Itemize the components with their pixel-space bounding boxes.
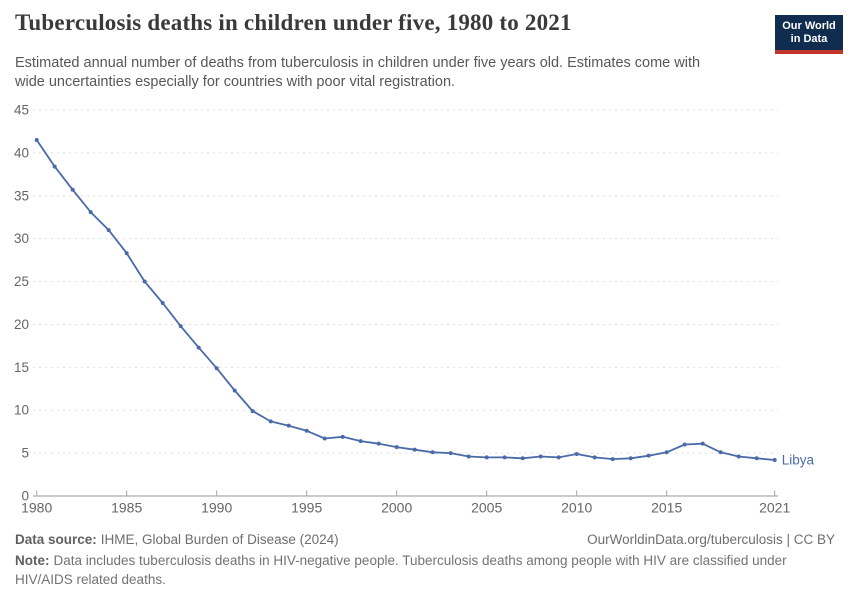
x-axis-tick-label: 2015 xyxy=(651,500,682,516)
data-point[interactable] xyxy=(574,451,579,456)
data-point[interactable] xyxy=(70,187,75,192)
x-axis-tick-label: 1985 xyxy=(111,500,142,516)
attribution-link[interactable]: OurWorldinData.org/tuberculosis | CC BY xyxy=(587,532,835,547)
data-point[interactable] xyxy=(52,164,57,169)
chart-subtitle: Estimated annual number of deaths from t… xyxy=(15,55,701,91)
owid-logo[interactable]: Our World in Data xyxy=(775,15,843,55)
data-point[interactable] xyxy=(88,210,93,215)
data-point[interactable] xyxy=(628,456,633,461)
data-point[interactable] xyxy=(466,454,471,459)
data-point[interactable] xyxy=(718,450,723,455)
data-point[interactable] xyxy=(340,434,345,439)
x-axis-tick-label: 1980 xyxy=(21,500,52,516)
y-axis-tick-label: 5 xyxy=(21,446,29,461)
data-point[interactable] xyxy=(250,409,255,414)
data-point[interactable] xyxy=(430,450,435,455)
data-point[interactable] xyxy=(700,441,705,446)
owid-logo-line1: Our World xyxy=(782,20,836,32)
x-axis-tick-label: 2021 xyxy=(759,500,790,516)
data-point[interactable] xyxy=(484,455,489,460)
data-point[interactable] xyxy=(322,436,327,441)
page-title: Tuberculosis deaths in children under fi… xyxy=(15,10,572,35)
line-chart: 0 5 10 15 20 25 30 35 40 45 1980 1985 1990 1995 2000 20… xyxy=(14,103,815,516)
data-point[interactable] xyxy=(214,366,219,371)
data-point[interactable] xyxy=(610,457,615,462)
data-point[interactable] xyxy=(142,279,147,284)
y-axis-tick-label: 25 xyxy=(14,274,29,289)
data-point[interactable] xyxy=(754,456,759,461)
chart-note-label: Note: xyxy=(15,553,50,568)
data-point[interactable] xyxy=(286,423,291,428)
series-label-libya[interactable]: Libya xyxy=(782,452,815,467)
y-axis-tick-label: 40 xyxy=(14,145,29,160)
x-axis-tick-label: 2000 xyxy=(381,500,412,516)
y-axis-tick-label: 20 xyxy=(14,317,29,332)
data-source-label: Data source: xyxy=(15,532,97,547)
data-point[interactable] xyxy=(178,324,183,329)
y-axis-tick-label: 35 xyxy=(14,188,29,203)
data-point[interactable] xyxy=(520,456,525,461)
data-point[interactable] xyxy=(106,228,111,233)
data-point[interactable] xyxy=(646,453,651,458)
data-point[interactable] xyxy=(682,442,687,447)
data-point[interactable] xyxy=(556,455,561,460)
chart-note: Note: Data includes tuberculosis deaths i… xyxy=(15,552,835,590)
y-axis-tick-label: 15 xyxy=(14,360,29,375)
data-point[interactable] xyxy=(232,388,237,393)
chart-footer: Data source: IHME, Global Burden of Disea… xyxy=(15,532,835,590)
data-point[interactable] xyxy=(124,251,129,256)
data-point[interactable] xyxy=(304,428,309,433)
data-source-text: IHME, Global Burden of Disease (2024) xyxy=(100,532,339,547)
y-axis-tick-label: 0 xyxy=(21,489,29,504)
chart-note-text: Data includes tuberculosis deaths in HIV… xyxy=(15,553,787,587)
data-point[interactable] xyxy=(412,447,417,452)
data-point[interactable] xyxy=(664,450,669,455)
x-axis-tick-label: 1995 xyxy=(291,500,322,516)
data-point[interactable] xyxy=(196,345,201,350)
data-point[interactable] xyxy=(592,455,597,460)
x-axis-tick-label: 1990 xyxy=(201,500,232,516)
data-point[interactable] xyxy=(538,454,543,459)
data-point[interactable] xyxy=(34,138,39,143)
data-point[interactable] xyxy=(772,457,777,462)
data-point[interactable] xyxy=(160,301,165,305)
data-point[interactable] xyxy=(376,441,381,446)
y-axis-tick-label: 30 xyxy=(14,231,29,246)
x-axis-tick-label: 2005 xyxy=(471,500,502,516)
data-point[interactable] xyxy=(394,445,399,450)
y-axis-tick-label: 45 xyxy=(14,103,29,118)
data-point[interactable] xyxy=(448,451,453,456)
libya-line[interactable] xyxy=(35,139,776,461)
data-source: Data source: IHME, Global Burden of Disea… xyxy=(15,532,339,547)
x-axis-tick-label: 2010 xyxy=(561,500,592,516)
data-point[interactable] xyxy=(736,454,741,459)
owid-logo-line2: in Data xyxy=(790,33,828,46)
y-axis-tick-label: 10 xyxy=(14,403,29,418)
data-point[interactable] xyxy=(268,419,273,424)
data-point[interactable] xyxy=(502,455,507,460)
data-point[interactable] xyxy=(358,439,363,444)
